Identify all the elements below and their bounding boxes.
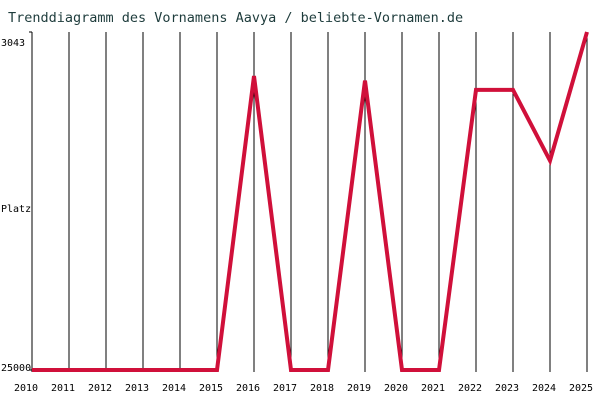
x-tick-label: 2015: [199, 383, 223, 394]
x-tick-label: 2010: [14, 383, 38, 394]
x-tick-label: 2014: [162, 383, 186, 394]
y-axis-label: Platz: [1, 204, 31, 215]
x-tick-label: 2025: [569, 383, 593, 394]
x-tick-label: 2024: [532, 383, 556, 394]
x-tick-label: 2012: [88, 383, 112, 394]
x-tick-label: 2019: [347, 383, 371, 394]
x-tick-label: 2011: [51, 383, 75, 394]
x-tick-label: 2017: [273, 383, 297, 394]
x-tick-label: 2022: [458, 383, 482, 394]
x-tick-label: 2023: [495, 383, 519, 394]
y-tick-label: 25000: [1, 363, 31, 374]
x-tick-label: 2021: [421, 383, 445, 394]
data-line: [32, 31, 589, 372]
y-tick-label: 3043: [1, 38, 25, 49]
x-tick-label: 2020: [384, 383, 408, 394]
chart-title: Trenddiagramm des Vornamens Aavya / beli…: [8, 10, 463, 26]
x-tick-label: 2013: [125, 383, 149, 394]
x-tick-label: 2016: [236, 383, 260, 394]
x-tick-label: 2018: [310, 383, 334, 394]
